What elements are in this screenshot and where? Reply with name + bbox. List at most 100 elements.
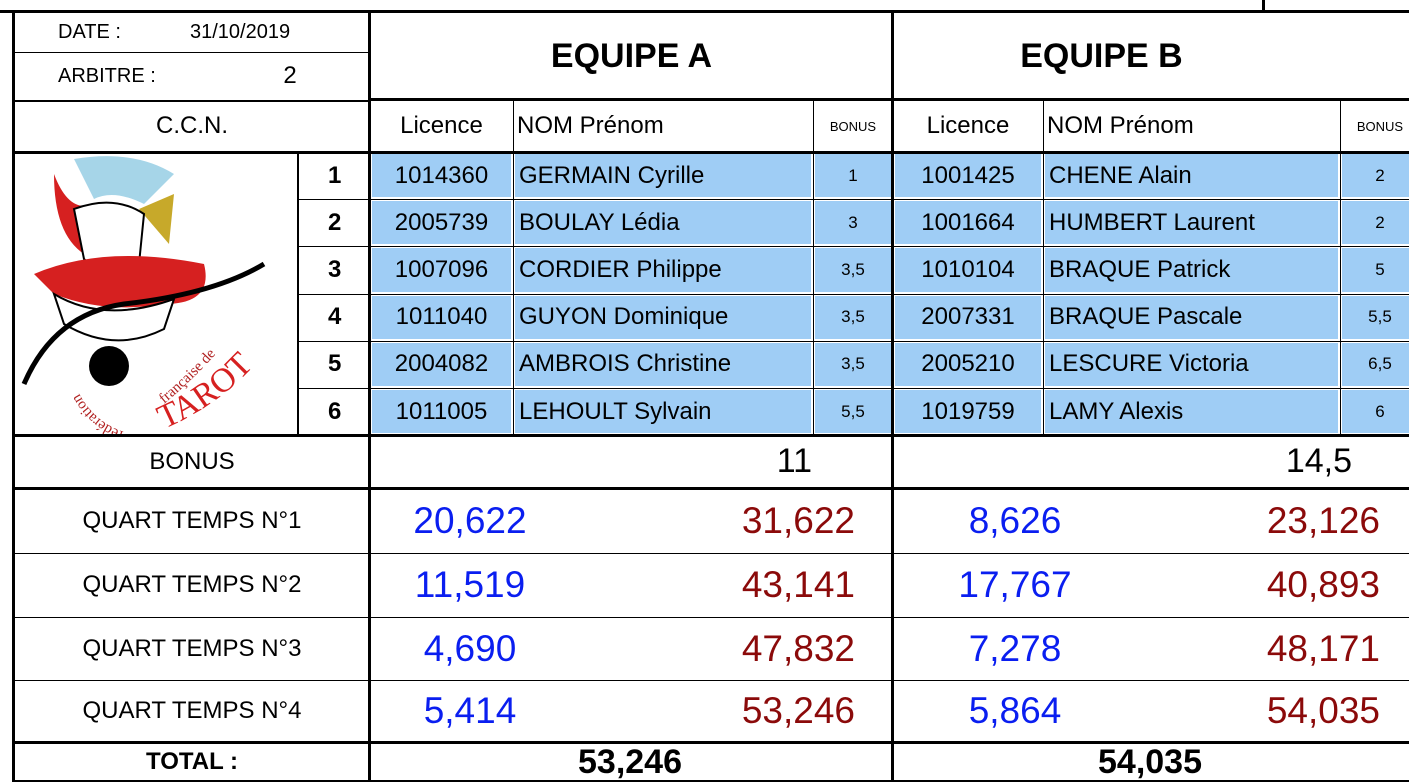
rule [813, 100, 814, 435]
player-cell: 1019759 [895, 390, 1041, 433]
player-cell: CHENE Alain [1045, 154, 1338, 197]
player-cell: 1001664 [895, 201, 1041, 244]
score-sheet: française de TAROT fédération DATE :31/1… [0, 0, 1409, 782]
player-cell: AMBROIS Christine [515, 343, 811, 386]
player-cell: 1014360 [372, 154, 511, 197]
player-cell: GERMAIN Cyrille [515, 154, 811, 197]
player-cell: 1011040 [372, 296, 511, 339]
player-cell: 1011005 [372, 390, 511, 433]
rule [297, 341, 1409, 342]
cumulative-score: 31,622 [655, 488, 855, 553]
player-cell: LESCURE Victoria [1045, 343, 1338, 386]
rule [12, 487, 1409, 490]
cumulative-score: 40,893 [1180, 553, 1380, 617]
player-cell: 1007096 [372, 248, 511, 291]
rule [1340, 100, 1341, 435]
player-cell: LEHOULT Sylvain [515, 390, 811, 433]
player-cell: 2004082 [372, 343, 511, 386]
rule [1043, 100, 1044, 435]
row-number: 4 [298, 294, 370, 341]
row-number: 5 [298, 341, 370, 388]
player-cell: 6 [1342, 390, 1409, 433]
cumulative-score: 23,126 [1180, 488, 1380, 553]
row-number: 2 [298, 199, 370, 246]
player-cell: 3,5 [815, 296, 891, 339]
row-number: 3 [298, 246, 370, 293]
player-cell: 2 [1342, 201, 1409, 244]
player-cell: BRAQUE Patrick [1045, 248, 1338, 291]
rule [12, 100, 368, 102]
total-label: TOTAL : [14, 742, 370, 782]
rule [1262, 0, 1265, 12]
quarter-label: QUART TEMPS N°3 [14, 617, 370, 680]
referee: 2 [270, 52, 310, 100]
rule [12, 680, 1409, 681]
hat [74, 156, 174, 204]
team-name: EQUIPE B [893, 12, 1409, 100]
quarter-label: QUART TEMPS N°2 [14, 553, 370, 617]
player-cell: 1 [815, 154, 891, 197]
player-cell: 5,5 [815, 390, 891, 433]
player-cell: 3 [815, 201, 891, 244]
player-cell: BRAQUE Pascale [1045, 296, 1338, 339]
quarter-score: 20,622 [370, 488, 570, 553]
rule [370, 98, 1409, 101]
quarter-score: 17,767 [915, 553, 1115, 617]
club: C.C.N. [14, 100, 370, 152]
team-total: 53,246 [480, 742, 780, 782]
logo: française de TAROT fédération [14, 154, 296, 434]
quarter-score: 11,519 [370, 553, 570, 617]
player-cell: 5 [1342, 248, 1409, 291]
player-cell: 2007331 [895, 296, 1041, 339]
row-number: 6 [298, 388, 370, 435]
player-cell: 6,5 [1342, 343, 1409, 386]
quarter-score: 5,414 [370, 680, 570, 742]
quarter-label: QUART TEMPS N°1 [14, 488, 370, 553]
player-cell: 3,5 [815, 343, 891, 386]
lute-body [89, 346, 129, 386]
rule [12, 553, 1409, 554]
player-cell: 3,5 [815, 248, 891, 291]
rule [513, 100, 514, 435]
rule [0, 10, 1409, 13]
team-total: 54,035 [1000, 742, 1300, 782]
column-header: BONUS [813, 100, 893, 152]
rule [891, 10, 894, 782]
rule [368, 10, 371, 782]
rule [12, 52, 368, 53]
rule [12, 741, 1409, 744]
column-header: BONUS [1340, 100, 1409, 152]
player-cell: 5,5 [1342, 296, 1409, 339]
cumulative-score: 53,246 [655, 680, 855, 742]
rule [297, 199, 1409, 200]
row-number: 1 [298, 152, 370, 199]
player-cell: 1001425 [895, 154, 1041, 197]
date: 31/10/2019 [190, 12, 340, 52]
cumulative-score: 43,141 [655, 553, 855, 617]
rule [12, 151, 1409, 154]
logo-text: fédération [68, 391, 125, 434]
bonus-label: BONUS [14, 435, 370, 488]
player-cell: CORDIER Philippe [515, 248, 811, 291]
logo-text: fédération [68, 391, 125, 434]
player-cell: 1010104 [895, 248, 1041, 291]
rule [12, 434, 1409, 437]
rule [297, 388, 1409, 389]
quarter-score: 8,626 [915, 488, 1115, 553]
cumulative-score: 47,832 [655, 617, 855, 680]
quarter-score: 7,278 [915, 617, 1115, 680]
team-bonus: 14,5 [893, 435, 1352, 488]
cumulative-score: 48,171 [1180, 617, 1380, 680]
referee-label: ARBITRE : [14, 52, 370, 100]
rule [297, 246, 1409, 247]
quarter-label: QUART TEMPS N°4 [14, 680, 370, 742]
player-cell: 2005739 [372, 201, 511, 244]
team-name: EQUIPE A [370, 12, 893, 100]
column-header: Licence [893, 100, 1043, 152]
player-cell: GUYON Dominique [515, 296, 811, 339]
rule [12, 10, 15, 782]
column-header: NOM Prénom [513, 100, 813, 152]
column-header: Licence [370, 100, 513, 152]
rule [297, 294, 1409, 295]
cumulative-score: 54,035 [1180, 680, 1380, 742]
